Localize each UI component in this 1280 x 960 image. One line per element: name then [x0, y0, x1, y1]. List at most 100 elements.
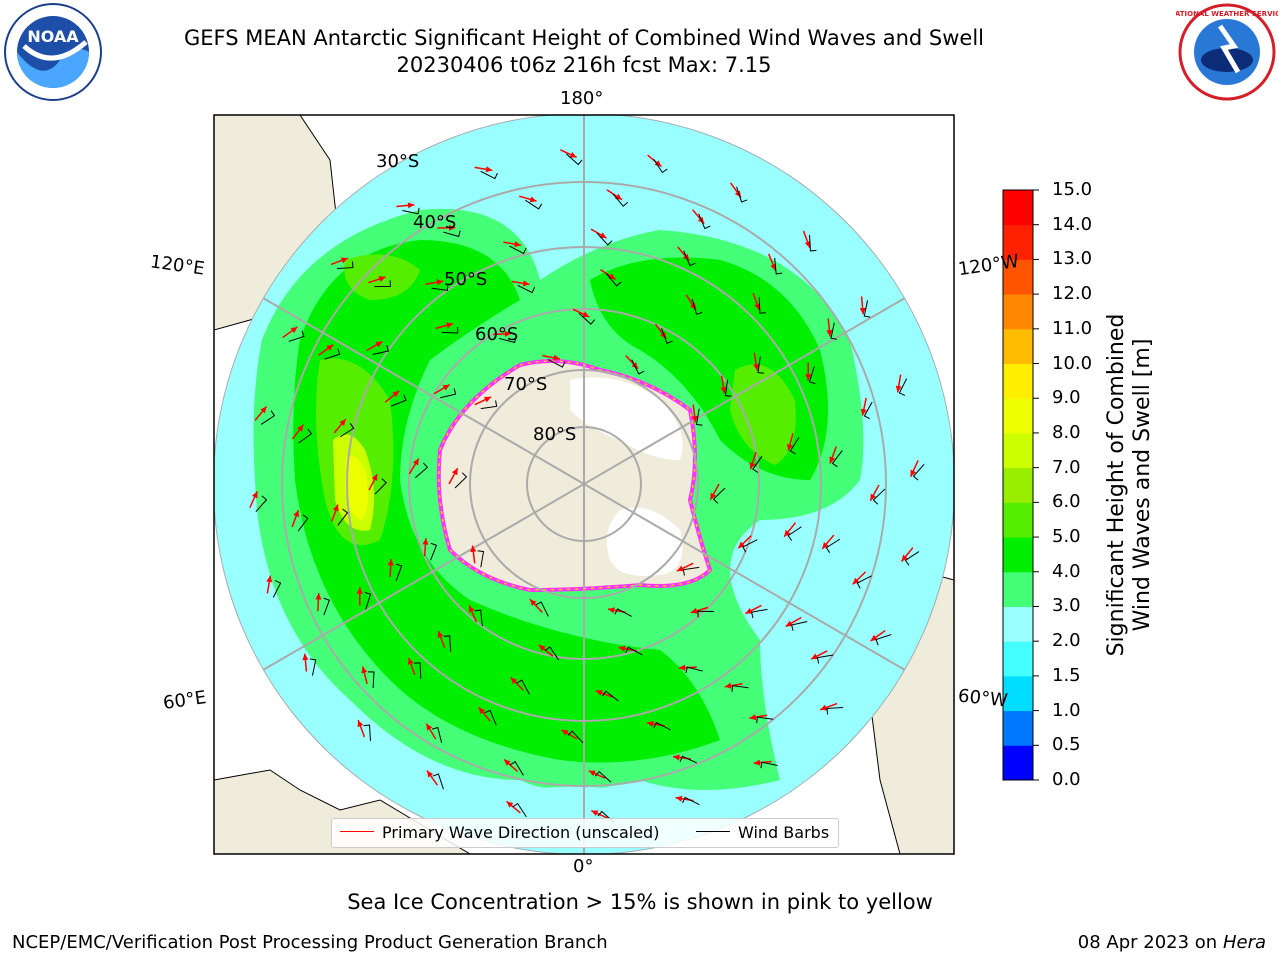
wind-barb [297, 514, 309, 532]
wind-barb [653, 158, 668, 174]
wave-arrow-head [901, 554, 908, 562]
wave-arrow-head [720, 386, 727, 394]
lat-label-70s: 70°S [504, 374, 548, 395]
wind-barb [742, 539, 758, 553]
wind-barb [298, 428, 313, 444]
colorbar-tick-label: 10.0 [1052, 352, 1093, 374]
noaa-logo-text: NOAA [27, 27, 79, 46]
wind-barb [698, 213, 711, 230]
wind-barb [731, 685, 749, 692]
colorbar [1002, 189, 1039, 781]
wave-arrow-head [446, 322, 454, 329]
lat-label-40s: 40°S [413, 212, 457, 233]
wind-barb [499, 336, 517, 344]
wind-barb [431, 284, 449, 291]
wind-barb [484, 709, 497, 726]
credit-left: NCEP/EMC/Verification Post Processing Pr… [12, 932, 608, 953]
colorbar-swatch [1003, 328, 1033, 365]
wind-barb [439, 388, 457, 399]
wind-barb [825, 538, 841, 553]
wave-arrow-head [485, 166, 493, 173]
wind-barb [758, 297, 766, 314]
wind-barb [912, 463, 925, 481]
wave-arrow-head [371, 474, 378, 482]
wind-barb [757, 356, 765, 374]
wave-arrow-head [510, 677, 518, 685]
wind-barb [679, 755, 698, 764]
wind-barb [432, 773, 444, 790]
wind-barb [830, 322, 838, 340]
wind-barb [774, 257, 783, 275]
wave-arrow-head [770, 263, 776, 271]
colorbar-swatch [1003, 502, 1033, 538]
wind-barb [856, 575, 872, 589]
wave-arrow-head [392, 390, 400, 398]
wind-barb [752, 455, 763, 473]
wave-arrow-head [422, 538, 429, 545]
map-legend: Primary Wave Direction (unscaled) Wind B… [331, 818, 839, 848]
wave-arrow-head [504, 330, 512, 337]
wave-arrow-head [297, 424, 304, 432]
wind-barb [808, 366, 816, 384]
legend-wave-line [340, 831, 374, 832]
wind-barb [364, 592, 372, 610]
colorbar-frame [1002, 189, 1034, 781]
wind-barb [272, 580, 282, 598]
colorbar-tick-label: 11.0 [1052, 317, 1093, 339]
wind-barb [516, 679, 530, 695]
credit-right: 08 Apr 2023 on Hera [1078, 932, 1266, 953]
colorbar-tick-label: 1.0 [1052, 699, 1081, 721]
wind-barb [474, 609, 483, 627]
wind-barb [831, 450, 843, 468]
wind-barb [339, 423, 355, 438]
wind-barb [402, 207, 420, 215]
wave-arrow-head [784, 529, 791, 537]
wave-arrow-head [340, 257, 348, 264]
wind-barb [565, 153, 583, 166]
colorbar-tick-label: 13.0 [1052, 248, 1093, 270]
wave-arrow-head [251, 491, 258, 499]
wind-barb [904, 551, 920, 566]
wave-arrow-head [710, 492, 717, 500]
wind-barb [535, 601, 549, 617]
wave-arrow-head [478, 707, 486, 715]
wind-barb [863, 401, 873, 420]
wave-arrow-head [754, 303, 761, 311]
wave-height-field [214, 115, 954, 854]
wave-arrow-head [870, 493, 877, 501]
wind-barb [391, 394, 407, 407]
wind-barb [631, 359, 645, 375]
colorbar-tick-label: 1.5 [1052, 664, 1081, 686]
wind-barb [288, 330, 305, 342]
lat-label-80s: 80°S [533, 424, 577, 445]
wind-barb [682, 566, 700, 576]
wave-arrow-head [290, 327, 298, 334]
sea-ice-note: Sea Ice Concentration > 15% is shown in … [347, 890, 933, 914]
wind-barb [685, 666, 703, 674]
wind-barb [255, 495, 268, 513]
wind-barb [441, 326, 459, 334]
lon-label-0: 0° [573, 856, 594, 877]
wind-barb [661, 328, 673, 344]
wave-arrow-head [738, 541, 745, 549]
colorbar-label: Significant Height of Combined Wind Wave… [1104, 285, 1156, 685]
wind-barb [454, 472, 468, 489]
colorbar-tick-label: 0.0 [1052, 769, 1081, 790]
map-area [214, 115, 954, 854]
colorbar-tick-label: 9.0 [1052, 387, 1081, 409]
wave-arrow-head [407, 202, 415, 209]
wave-arrow-head [910, 469, 917, 477]
wind-barb [809, 234, 817, 252]
wave-arrow-head [470, 545, 477, 553]
wave-arrow-head [599, 232, 607, 239]
wave-arrow-head [595, 690, 603, 696]
wind-barb [414, 662, 422, 679]
wave-arrow-head [690, 607, 698, 614]
wind-barb [372, 345, 389, 355]
wave-arrow-head [673, 754, 680, 761]
credit-machine: Hera [1222, 932, 1266, 953]
wave-arrow-head [387, 558, 394, 566]
wind-barb [548, 359, 566, 368]
wind-barb [260, 410, 276, 425]
